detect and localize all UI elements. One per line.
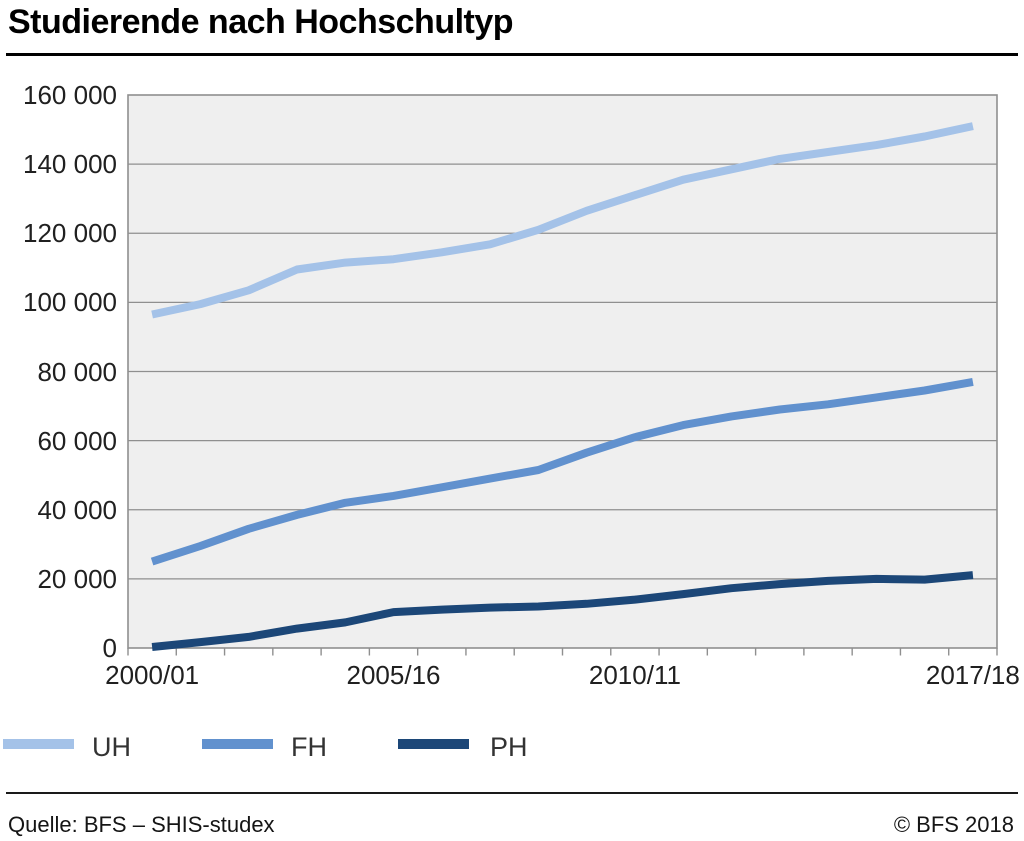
source-note: Quelle: BFS – SHIS-studex — [8, 812, 275, 837]
ph-line — [151, 571, 974, 651]
footer-divider — [6, 792, 1018, 794]
x-axis-tick-label: 2017/18 — [925, 660, 1020, 690]
title-divider — [6, 53, 1018, 56]
page-title: Studierende nach Hochschultyp — [8, 3, 514, 41]
legend-swatch-uh — [3, 739, 74, 749]
legend-swatch-fh — [202, 739, 273, 749]
legend-label-fh: FH — [291, 732, 327, 762]
legend-label-uh: UH — [92, 732, 131, 762]
y-axis-tick-label: 0 — [102, 633, 117, 663]
fh-line — [150, 377, 974, 566]
x-axis-tick-label: 2010/11 — [588, 660, 681, 690]
y-axis-tick-label: 100 000 — [23, 287, 117, 318]
copyright-note: © BFS 2018 — [893, 812, 1014, 837]
y-axis-tick-label: 60 000 — [37, 425, 117, 456]
x-axis-tick-label: 2005/16 — [346, 660, 441, 690]
uh-line — [151, 122, 974, 319]
legend-swatch-ph — [398, 739, 469, 749]
y-axis-tick-label: 80 000 — [37, 356, 117, 387]
y-axis-tick-label: 160 000 — [23, 80, 117, 110]
x-axis-tick-label: 2000/01 — [105, 660, 200, 690]
y-axis-tick-label: 120 000 — [23, 218, 117, 249]
y-axis-tick-label: 20 000 — [37, 563, 117, 594]
y-axis-tick-label: 40 000 — [37, 494, 117, 525]
legend-label-ph: PH — [490, 732, 528, 762]
y-axis-tick-label: 140 000 — [23, 149, 117, 180]
